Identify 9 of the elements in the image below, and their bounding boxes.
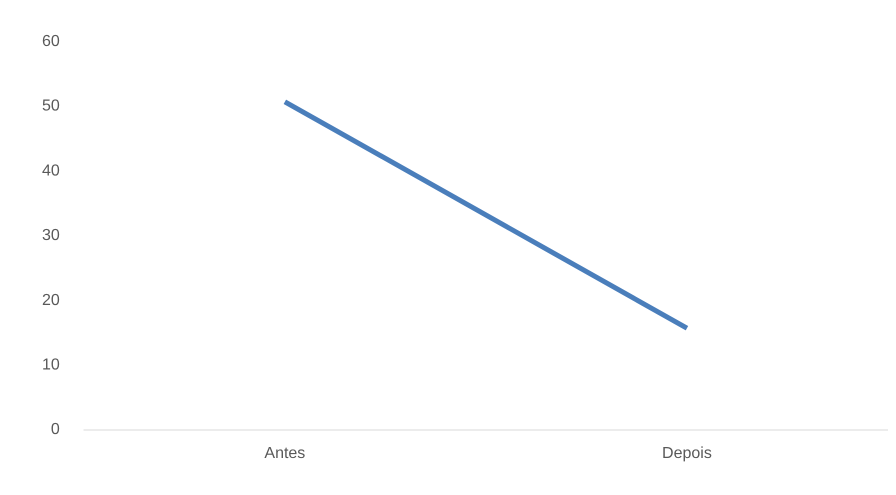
y-tick-label: 40 (42, 162, 60, 180)
y-tick-label: 60 (42, 33, 60, 50)
x-tick-label: Depois (662, 444, 712, 462)
y-tick-label: 20 (42, 292, 60, 309)
y-tick-label: 10 (42, 356, 60, 374)
y-tick-label: 50 (42, 98, 60, 115)
y-tick-label: 30 (42, 227, 60, 244)
x-tick-label: Antes (264, 444, 306, 462)
y-tick-label: 0 (50, 421, 60, 438)
